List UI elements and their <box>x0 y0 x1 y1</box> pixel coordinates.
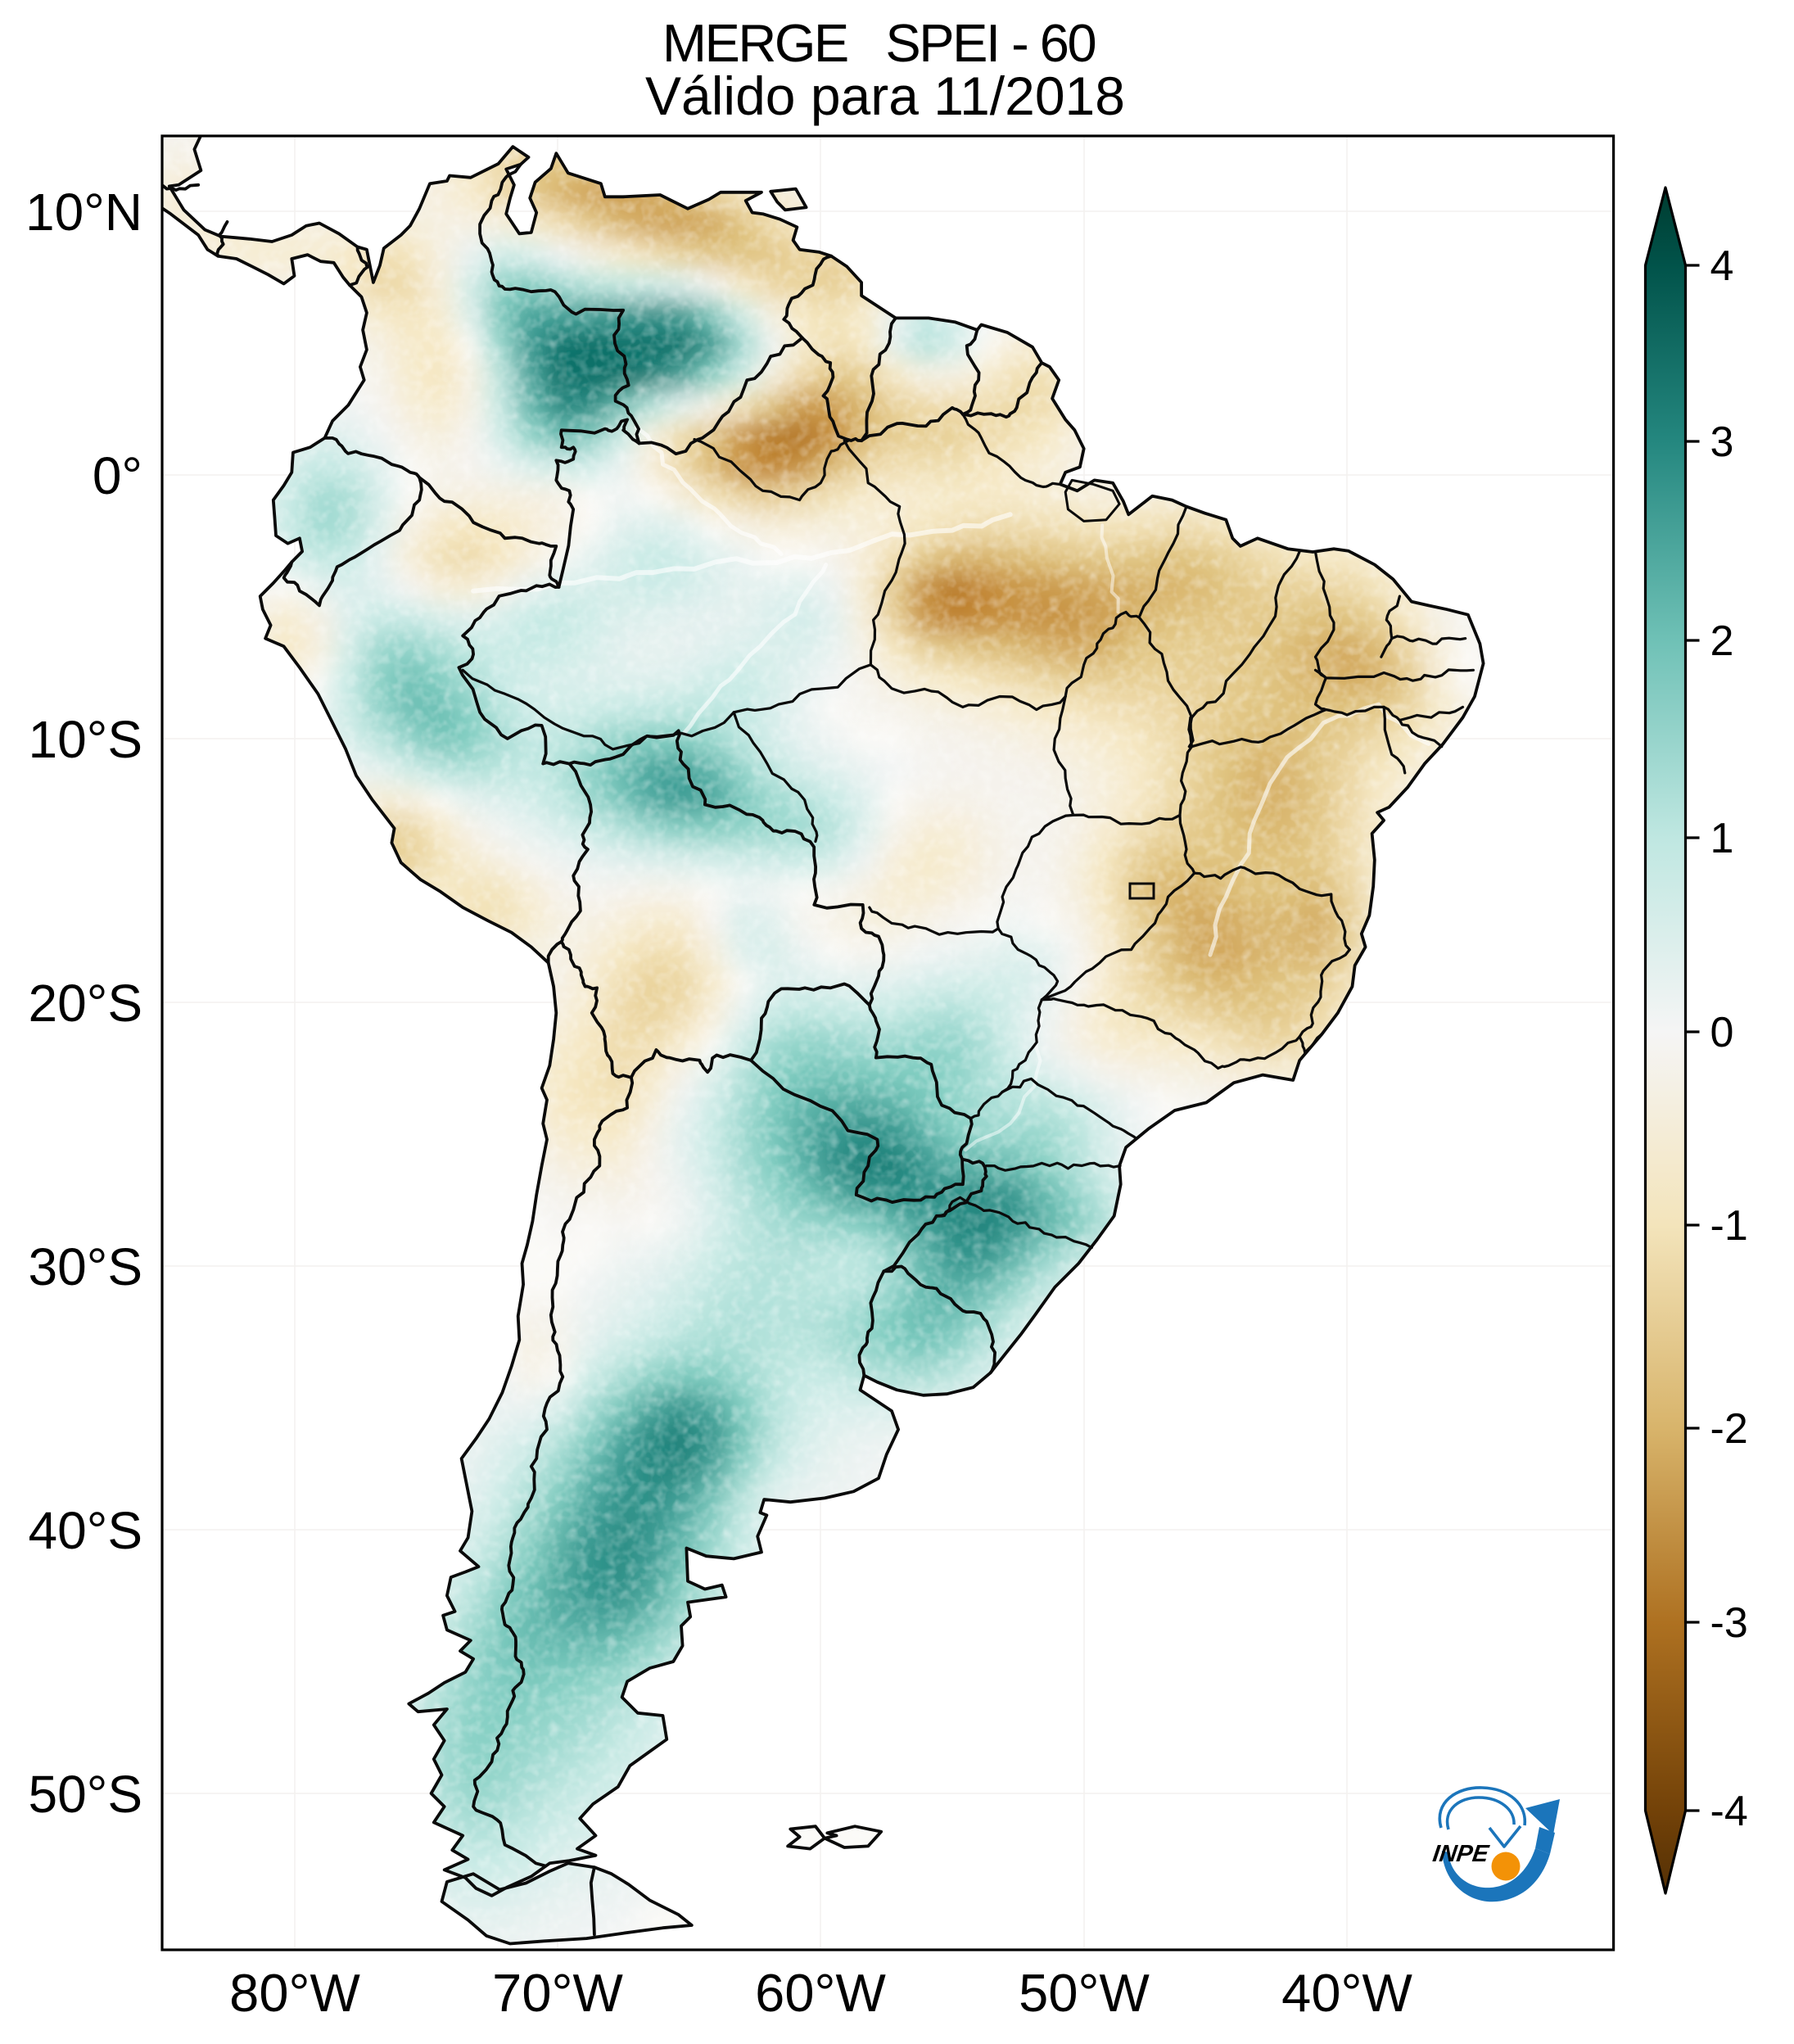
svg-text:10°N: 10°N <box>25 183 142 242</box>
svg-text:40°S: 40°S <box>29 1501 142 1560</box>
svg-text:2: 2 <box>1710 617 1734 665</box>
svg-text:50°W: 50°W <box>1019 1963 1150 2023</box>
svg-text:40°W: 40°W <box>1281 1963 1412 2023</box>
svg-text:0°: 0° <box>93 446 142 505</box>
svg-text:80°W: 80°W <box>229 1963 360 2023</box>
svg-text:4: 4 <box>1710 242 1734 290</box>
svg-text:1: 1 <box>1710 815 1734 862</box>
svg-text:3: 3 <box>1710 418 1734 466</box>
svg-text:Válido para 11/2018: Válido para 11/2018 <box>645 66 1125 126</box>
svg-text:60°W: 60°W <box>755 1963 886 2023</box>
svg-text:20°S: 20°S <box>29 974 142 1033</box>
svg-text:30°S: 30°S <box>29 1237 142 1296</box>
svg-text:-1: -1 <box>1710 1202 1748 1250</box>
svg-text:-4: -4 <box>1710 1788 1748 1835</box>
svg-text:50°S: 50°S <box>29 1765 142 1824</box>
svg-text:-3: -3 <box>1710 1599 1748 1647</box>
svg-text:10°S: 10°S <box>29 710 142 769</box>
svg-text:INPE: INPE <box>1431 1841 1492 1867</box>
svg-text:70°W: 70°W <box>492 1963 623 2023</box>
svg-text:MERGE SPEI - 60: MERGE SPEI - 60 <box>662 13 1096 73</box>
svg-text:0: 0 <box>1710 1009 1734 1056</box>
svg-text:-2: -2 <box>1710 1405 1748 1453</box>
